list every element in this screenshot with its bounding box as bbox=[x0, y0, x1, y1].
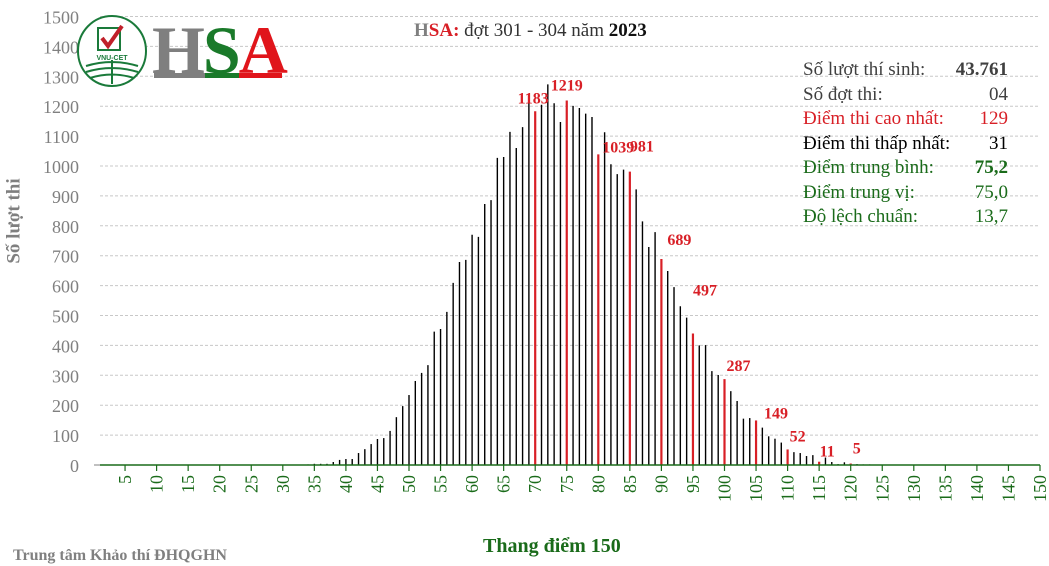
x-tick-label: 10 bbox=[147, 475, 167, 493]
y-tick-label: 400 bbox=[52, 336, 79, 356]
data-label: 11 bbox=[820, 444, 835, 461]
hsa-logo: VNU-CET HSA bbox=[76, 12, 288, 88]
x-tick-label: 55 bbox=[431, 475, 451, 493]
y-tick-label: 1500 bbox=[43, 8, 79, 28]
chart-title: HSA: đợt 301 - 304 năm 2023 bbox=[414, 20, 647, 42]
stat-row: Số lượt thí sinh: 43.761 bbox=[803, 58, 1008, 83]
y-tick-label: 800 bbox=[52, 217, 79, 237]
stat-label: Độ lệch chuẩn: bbox=[803, 206, 919, 227]
svg-text:VNU-CET: VNU-CET bbox=[96, 55, 128, 62]
y-tick-label: 1200 bbox=[43, 97, 79, 117]
data-label: 52 bbox=[790, 428, 806, 445]
x-tick-label: 40 bbox=[336, 475, 356, 493]
stat-value: 129 bbox=[979, 108, 1009, 129]
x-tick-label: 80 bbox=[588, 475, 608, 493]
x-axis-title: Thang điểm 150 bbox=[483, 535, 621, 557]
x-tick-label: 120 bbox=[841, 475, 861, 502]
x-tick-label: 100 bbox=[715, 475, 735, 502]
x-tick-label: 5 bbox=[115, 475, 135, 484]
stat-row: Điểm trung bình: 75,2 bbox=[803, 156, 1008, 181]
vnu-cet-emblem-icon: VNU-CET bbox=[77, 15, 147, 87]
x-axis: 5 10 15 20 25 30 35 40 45 50 55 60 65 70 75 80 85 90 95 100… bbox=[94, 464, 1049, 502]
gridlines bbox=[100, 16, 1040, 436]
x-tick-label: 150 bbox=[1030, 475, 1049, 502]
y-axis-title: Số lượt thi bbox=[3, 178, 25, 264]
x-tick-label: 65 bbox=[494, 475, 514, 493]
stat-row: Điểm thi cao nhất: 129 bbox=[803, 107, 1008, 132]
statistics-panel: Số lượt thí sinh: 43.761 Số đợt thi: 04 Điểm… bbox=[803, 58, 1008, 230]
stat-row: Điểm trung vị: 75,0 bbox=[803, 181, 1008, 206]
x-tick-label: 125 bbox=[872, 475, 892, 502]
data-label: 1219 bbox=[551, 78, 583, 95]
x-tick-label: 15 bbox=[178, 475, 198, 493]
y-tick-label: 200 bbox=[52, 396, 79, 416]
stat-value: 31 bbox=[989, 132, 1008, 154]
x-tick-label: 30 bbox=[273, 475, 293, 493]
y-tick-label: 700 bbox=[52, 247, 79, 267]
title-rounds: đợt 301 - 304 năm bbox=[459, 20, 609, 41]
data-label: 287 bbox=[727, 358, 751, 375]
y-tick-label: 1100 bbox=[44, 127, 79, 147]
x-tick-label: 140 bbox=[967, 475, 987, 502]
x-tick-label: 110 bbox=[778, 475, 798, 501]
stat-row: Độ lệch chuẩn: 13,7 bbox=[803, 205, 1008, 230]
y-tick-label: 100 bbox=[52, 426, 79, 446]
x-tick-label: 85 bbox=[620, 475, 640, 493]
y-tick-label: 1300 bbox=[43, 67, 79, 87]
x-tick-label: 20 bbox=[210, 475, 230, 493]
bars bbox=[288, 84, 909, 465]
y-tick-label: 300 bbox=[52, 366, 79, 386]
stat-label: Điểm trung vị: bbox=[803, 181, 915, 203]
stat-value: 75,2 bbox=[974, 157, 1008, 178]
x-tick-label: 70 bbox=[525, 475, 545, 493]
data-label: 149 bbox=[764, 405, 788, 422]
stat-value: 43.761 bbox=[955, 59, 1008, 80]
data-label: 689 bbox=[667, 232, 691, 249]
y-tick-label: 600 bbox=[52, 277, 79, 297]
x-tick-label: 105 bbox=[746, 475, 766, 502]
stat-label: Số lượt thí sinh: bbox=[803, 59, 926, 80]
stat-label: Điểm thi cao nhất: bbox=[803, 108, 944, 129]
x-tick-label: 95 bbox=[683, 475, 703, 493]
y-tick-label: 900 bbox=[52, 187, 79, 207]
x-tick-label: 25 bbox=[241, 475, 261, 493]
title-colon: : bbox=[453, 20, 460, 41]
x-tick-label: 130 bbox=[904, 475, 924, 502]
title-year: 2023 bbox=[608, 20, 647, 41]
stat-value: 04 bbox=[989, 83, 1008, 105]
stat-value: 75,0 bbox=[974, 181, 1008, 203]
hsa-wordmark: HSA bbox=[152, 12, 288, 88]
stat-label: Điểm trung bình: bbox=[803, 157, 934, 178]
data-label: 981 bbox=[630, 139, 654, 156]
x-tick-label: 50 bbox=[399, 475, 419, 493]
x-tick-label: 145 bbox=[998, 475, 1018, 502]
stat-value: 13,7 bbox=[974, 206, 1008, 227]
data-label: 497 bbox=[693, 282, 717, 299]
data-label: 1039 bbox=[602, 139, 634, 156]
stat-row: Số đợt thi: 04 bbox=[803, 83, 1008, 108]
y-tick-label: 1400 bbox=[43, 37, 79, 57]
stat-label: Điểm thi thấp nhất: bbox=[803, 132, 951, 154]
data-label: 1183 bbox=[518, 90, 549, 107]
y-tick-label: 1000 bbox=[43, 157, 79, 177]
x-tick-label: 35 bbox=[304, 475, 324, 493]
x-tick-label: 60 bbox=[462, 475, 482, 493]
data-label: 5 bbox=[853, 441, 861, 458]
footer-source: Trung tâm Khảo thí ĐHQGHN bbox=[13, 547, 227, 564]
stat-row: Điểm thi thấp nhất: 31 bbox=[803, 132, 1008, 157]
x-tick-label: 90 bbox=[651, 475, 671, 493]
y-axis-tick-labels: 0 100 200 300 400 500 600 700 800 900 1000 1100 1200… bbox=[43, 8, 79, 477]
title-brand-sa: SA bbox=[428, 20, 454, 41]
x-tick-label: 135 bbox=[935, 475, 955, 502]
x-tick-label: 115 bbox=[809, 475, 829, 501]
x-tick-label: 45 bbox=[367, 475, 387, 493]
stat-label: Số đợt thi: bbox=[803, 83, 883, 105]
title-brand-h: H bbox=[414, 20, 429, 41]
y-tick-label: 0 bbox=[70, 456, 79, 476]
x-tick-label: 75 bbox=[557, 475, 577, 493]
y-tick-label: 500 bbox=[52, 307, 79, 327]
